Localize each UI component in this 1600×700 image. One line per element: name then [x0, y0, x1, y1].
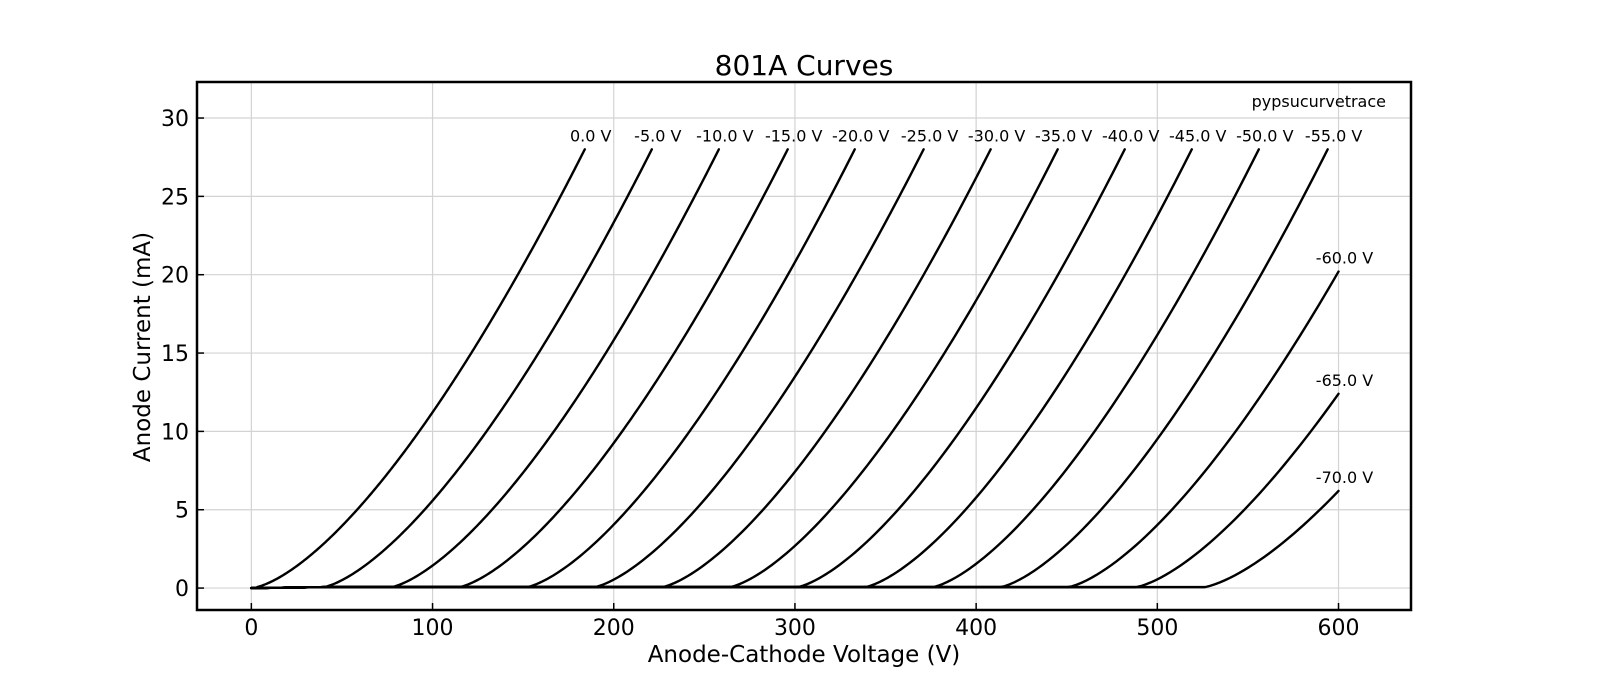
y-tick-label: 10 [161, 420, 189, 445]
y-tick-label: 5 [175, 499, 189, 524]
curve-label: -20.0 V [832, 126, 889, 145]
x-tick-label: 300 [774, 616, 816, 641]
x-tick-label: 400 [955, 616, 997, 641]
curve-label: -70.0 V [1316, 468, 1373, 487]
x-tick-label: 200 [593, 616, 635, 641]
y-tick-label: 30 [161, 107, 189, 132]
x-axis-label: Anode-Cathode Voltage (V) [648, 642, 961, 668]
x-tick-label: 500 [1136, 616, 1178, 641]
curve-label: -15.0 V [765, 126, 822, 145]
curve-label: -10.0 V [696, 126, 753, 145]
plot-frame [195, 80, 1413, 612]
curve-label: -30.0 V [968, 126, 1025, 145]
curve-labels: 0.0 V -5.0 V -10.0 V -15.0 V -20.0 V -25.0 V-… [570, 126, 1373, 487]
curve-line [250, 148, 992, 590]
curve-line [250, 148, 925, 590]
y-tick-label: 25 [161, 185, 189, 210]
curve-label: -35.0 V [1035, 126, 1092, 145]
watermark-text: pypsucurvetrace [1252, 92, 1386, 111]
curve-line [250, 148, 789, 590]
curves [250, 148, 1340, 590]
curve-label: -25.0 V [901, 126, 958, 145]
curve-line [250, 148, 653, 590]
curve-line [250, 148, 586, 590]
curve-line [250, 148, 1261, 590]
curve-label: -40.0 V [1102, 126, 1159, 145]
y-tick-label: 15 [161, 342, 189, 367]
curve-label: -55.0 V [1305, 126, 1362, 145]
grid-lines [197, 82, 1411, 610]
curve-label: -60.0 V [1316, 249, 1373, 268]
curve-line [250, 148, 856, 590]
chart-title: 801A Curves [715, 49, 894, 82]
x-tick-label: 0 [244, 616, 258, 641]
curve-line [250, 148, 1059, 590]
y-tick-label: 0 [175, 577, 189, 602]
curve-label: 0.0 V [570, 126, 612, 145]
curve-label: -50.0 V [1236, 126, 1293, 145]
y-tick-label: 20 [161, 264, 189, 289]
curve-line [250, 148, 721, 590]
curve-label: -45.0 V [1169, 126, 1226, 145]
x-tick-label: 100 [412, 616, 454, 641]
curve-line [250, 148, 1126, 590]
curve-line [250, 148, 1193, 590]
x-tick-label: 600 [1318, 616, 1360, 641]
curve-label: -65.0 V [1316, 371, 1373, 390]
axis-ticks: 0 100 200 300 400 500 600 0 5 10 15 20 25 30 [161, 107, 1360, 641]
curve-label: -5.0 V [634, 126, 681, 145]
y-axis-label: Anode Current (mA) [130, 232, 156, 462]
curve-line [250, 489, 1340, 590]
